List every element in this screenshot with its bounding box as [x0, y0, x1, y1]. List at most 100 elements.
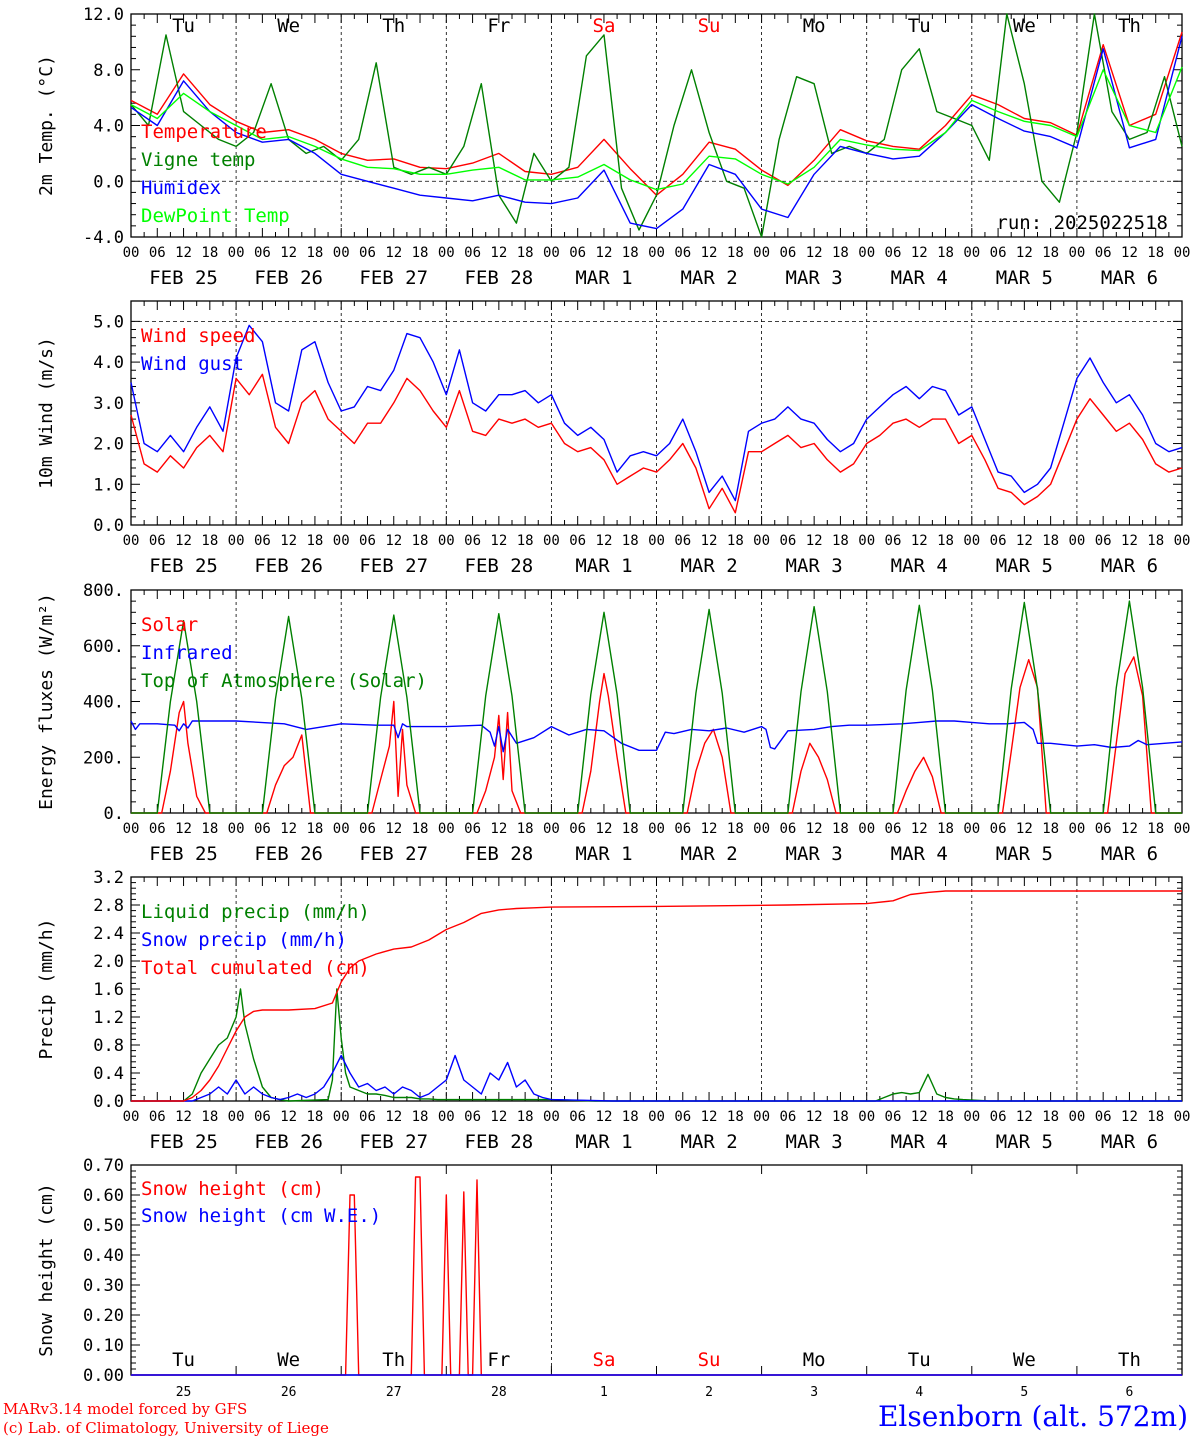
x-date-label: MAR 6 — [1101, 555, 1158, 577]
x-hour-label: 18 — [201, 533, 218, 549]
y-tick-label: 0. — [104, 804, 124, 824]
x-hour-label: 06 — [990, 821, 1007, 837]
x-hour-label: 12 — [806, 1109, 823, 1125]
x-hour-label: 18 — [937, 821, 954, 837]
x-hour-label: 06 — [885, 245, 902, 261]
x-hour-label: 00 — [123, 821, 140, 837]
day-name-label: Fr — [487, 15, 510, 37]
day-name-label: Mo — [803, 1349, 826, 1371]
y-tick-label: 0.8 — [93, 1036, 124, 1056]
x-hour-label: 00 — [858, 1109, 875, 1125]
legend-entry: Wind speed — [141, 325, 255, 347]
x-hour-label: 12 — [911, 533, 928, 549]
x-hour-label: 12 — [490, 245, 507, 261]
x-hour-label: 18 — [1147, 1109, 1164, 1125]
x-hour-label: 06 — [990, 245, 1007, 261]
series-line-1 — [130, 373, 1183, 514]
station-label: Elsenborn (alt. 572m) — [877, 1400, 1188, 1433]
x-hour-label: 06 — [149, 533, 166, 549]
day-number-label: 27 — [386, 1385, 402, 1400]
x-hour-label: 06 — [885, 821, 902, 837]
x-hour-label: 06 — [1095, 821, 1112, 837]
series-line-2 — [131, 1054, 1182, 1102]
x-date-label: MAR 4 — [891, 843, 948, 865]
x-date-label: MAR 1 — [575, 555, 632, 577]
x-date-label: FEB 26 — [254, 267, 323, 289]
x-hour-label: 06 — [254, 245, 271, 261]
legend-entry: Top of Atmosphere (Solar) — [141, 670, 427, 692]
x-hour-label: 12 — [385, 533, 402, 549]
x-hour-label: 18 — [1042, 533, 1059, 549]
x-hour-label: 12 — [701, 245, 718, 261]
x-hour-label: 12 — [1121, 533, 1138, 549]
y-tick-label: 1.6 — [93, 980, 124, 1000]
x-hour-label: 18 — [832, 1109, 849, 1125]
x-hour-label: 06 — [464, 1109, 481, 1125]
x-hour-label: 12 — [806, 821, 823, 837]
x-hour-label: 00 — [228, 821, 245, 837]
y-tick-label: 3.0 — [93, 394, 124, 414]
x-hour-label: 12 — [1016, 821, 1033, 837]
x-date-label: MAR 2 — [680, 1131, 737, 1153]
y-tick-label: 2.8 — [93, 896, 124, 916]
day-name-label: Mo — [803, 15, 826, 37]
legend-entry: Wind gust — [141, 353, 244, 375]
y-tick-label: 4.0 — [93, 117, 124, 137]
x-hour-label: 12 — [1121, 245, 1138, 261]
x-hour-label: 06 — [885, 533, 902, 549]
y-tick-label: 0.70 — [83, 1156, 124, 1176]
legend-entry: Total cumulated (cm) — [141, 957, 370, 979]
day-name-label: Tu — [172, 15, 195, 37]
x-date-label: MAR 4 — [891, 555, 948, 577]
day-name-label: Fr — [487, 1349, 510, 1371]
x-hour-label: 00 — [438, 533, 455, 549]
x-hour-label: 06 — [254, 1109, 271, 1125]
x-hour-label: 12 — [911, 245, 928, 261]
day-name-label: Su — [698, 15, 721, 37]
x-hour-label: 06 — [779, 245, 796, 261]
panel-4: 0.0 0.4 0.8 1.2 1.6 2.0 2.4 2.8 3.2 Precip (mm/h)… — [36, 868, 1190, 1153]
x-hour-label: 12 — [596, 821, 613, 837]
x-hour-label: 00 — [753, 245, 770, 261]
x-hour-label: 00 — [333, 1109, 350, 1125]
x-hour-label: 00 — [858, 245, 875, 261]
x-date-label: MAR 4 — [891, 1131, 948, 1153]
day-number-label: 6 — [1126, 1385, 1134, 1400]
x-hour-label: 18 — [412, 821, 429, 837]
x-hour-label: 06 — [674, 821, 691, 837]
day-name-label: We — [1013, 15, 1036, 37]
day-name-label: Th — [1118, 15, 1141, 37]
day-name-label: Tu — [908, 15, 931, 37]
x-hour-label: 06 — [779, 533, 796, 549]
x-hour-label: 18 — [1042, 245, 1059, 261]
x-hour-label: 00 — [228, 1109, 245, 1125]
y-tick-label: 4.0 — [93, 353, 124, 373]
x-hour-label: 00 — [543, 1109, 560, 1125]
x-date-label: MAR 2 — [680, 267, 737, 289]
x-hour-label: 06 — [569, 533, 586, 549]
x-hour-label: 18 — [306, 1109, 323, 1125]
day-number-label: 4 — [915, 1385, 923, 1400]
y-tick-label: 800. — [83, 581, 124, 601]
x-hour-label: 00 — [228, 533, 245, 549]
x-hour-label: 00 — [438, 1109, 455, 1125]
x-hour-label: 06 — [359, 533, 376, 549]
x-date-label: MAR 2 — [680, 843, 737, 865]
series-line-3 — [131, 890, 1182, 1102]
model-credit: MARv3.14 model forced by GFS — [3, 1400, 248, 1418]
day-number-label: 5 — [1020, 1385, 1028, 1400]
x-hour-label: 18 — [1147, 533, 1164, 549]
y-tick-label: 0.60 — [83, 1186, 124, 1206]
panel-5: 0.00 0.10 0.20 0.30 0.40 0.50 0.60 0.70 Snow hei… — [36, 1156, 1183, 1400]
x-hour-label: 18 — [1042, 821, 1059, 837]
x-hour-label: 00 — [858, 821, 875, 837]
x-date-label: MAR 5 — [996, 1131, 1053, 1153]
x-date-label: FEB 27 — [359, 1131, 428, 1153]
day-name-label: We — [277, 1349, 300, 1371]
x-hour-label: 00 — [123, 1109, 140, 1125]
x-hour-label: 12 — [385, 821, 402, 837]
x-date-label: FEB 25 — [149, 843, 218, 865]
x-hour-label: 12 — [175, 1109, 192, 1125]
legend-entry: Snow precip (mm/h) — [141, 929, 347, 951]
x-hour-label: 06 — [1095, 245, 1112, 261]
